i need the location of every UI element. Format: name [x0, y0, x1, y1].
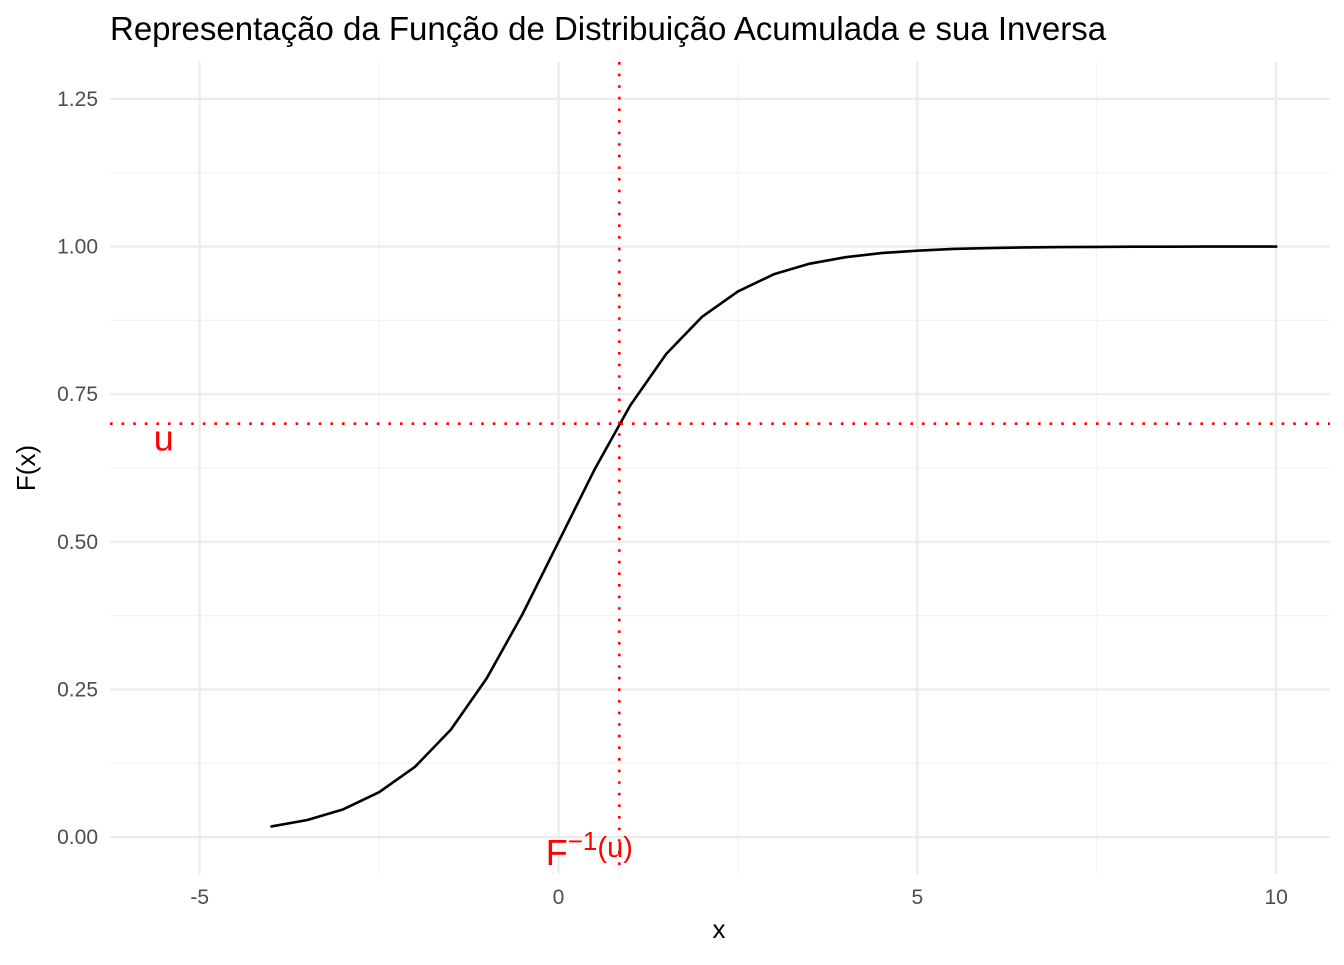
y-tick-label-5: 1.25	[57, 88, 98, 111]
x-tick-label-1: 0	[553, 886, 565, 909]
minor-gridlines	[110, 62, 1330, 874]
chart-title: Representação da Função de Distribuição …	[110, 10, 1107, 47]
reference-lines	[110, 62, 1330, 874]
x-axis-title: x	[713, 914, 726, 944]
y-tick-label-4: 1.00	[57, 236, 98, 259]
inverse-annotation-superscript: −1	[568, 826, 598, 856]
y-tick-label-3: 0.75	[57, 383, 98, 406]
inverse-annotation-suffix: (u)	[597, 832, 632, 864]
y-tick-label-0: 0.00	[57, 826, 98, 849]
inverse-annotation-base: F	[546, 832, 568, 873]
y-axis-title: F(x)	[11, 445, 41, 491]
inverse-annotation: F−1(u)	[546, 826, 633, 873]
y-tick-label-1: 0.25	[57, 678, 98, 701]
y-tick-labels: 0.00 0.25 0.50 0.75 1.00 1.25	[57, 88, 98, 849]
y-tick-label-2: 0.50	[57, 531, 98, 554]
u-annotation: u	[154, 417, 174, 458]
cdf-series-line-0	[270, 245, 1278, 828]
x-tick-labels: -5 0 5 10	[190, 886, 1287, 909]
major-gridlines	[110, 62, 1330, 874]
x-tick-label-0: -5	[190, 886, 209, 909]
x-tick-label-3: 10	[1264, 886, 1287, 909]
x-tick-label-2: 5	[912, 886, 924, 909]
series-layer	[270, 245, 1278, 828]
